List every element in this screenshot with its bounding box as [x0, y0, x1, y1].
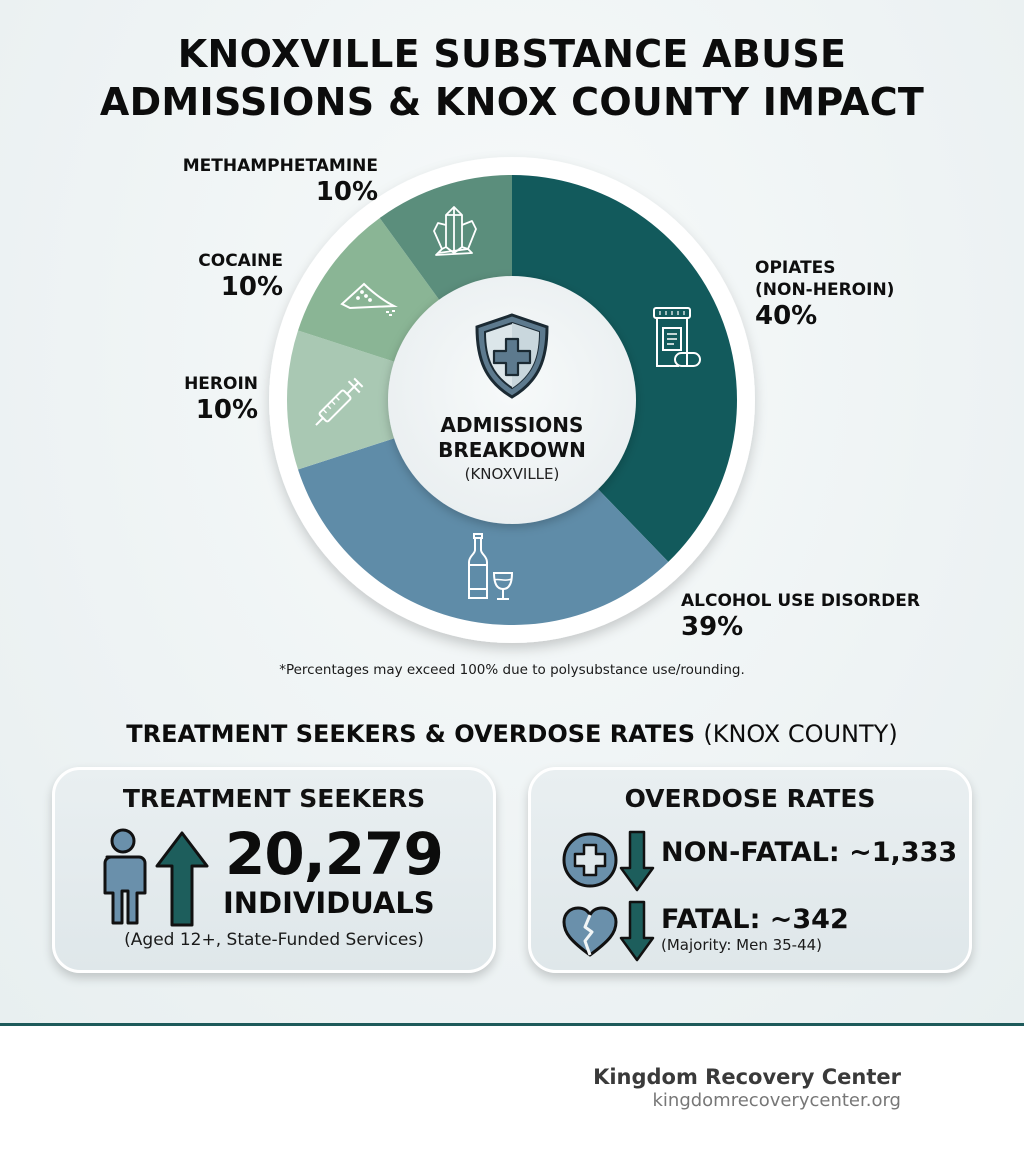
donut-svg: [269, 157, 755, 643]
section-heading-bold: TREATMENT SEEKERS & OVERDOSE RATES: [126, 720, 695, 748]
title-line-2: ADMISSIONS & KNOX COUNTY IMPACT: [99, 80, 925, 124]
pill-bottle-icon: [653, 307, 701, 367]
section-heading: TREATMENT SEEKERS & OVERDOSE RATES (KNOX…: [0, 718, 1024, 750]
overdose-card-title: OVERDOSE RATES: [624, 784, 876, 813]
donut-center-label: ADMISSIONS BREAKDOWN (KNOXVILLE): [412, 413, 612, 484]
donut-segment-heroin: [287, 330, 408, 470]
wine-bottle-glass-icon: [468, 533, 514, 600]
label-opiates: OPIATES (NON-HEROIN) 40%: [755, 258, 895, 331]
label-cocaine: COCAINE 10%: [198, 251, 283, 302]
section-heading-light: (KNOX COUNTY): [703, 720, 898, 748]
treatment-card-caption: (Aged 12+, State-Funded Services): [124, 930, 424, 950]
footer-divider: [0, 1023, 1024, 1026]
label-methamphetamine: METHAMPHETAMINE 10%: [182, 156, 378, 207]
fatal-overdose-note: (Majority: Men 35-44): [661, 936, 823, 954]
center-title-line-1: ADMISSIONS: [440, 413, 584, 437]
non-fatal-overdose-count: NON-FATAL: ~1,333: [661, 837, 958, 868]
arrow-down-icon: [619, 830, 655, 892]
admissions-donut-chart: ADMISSIONS BREAKDOWN (KNOXVILLE): [262, 153, 762, 653]
chart-footnote: *Percentages may exceed 100% due to poly…: [279, 662, 745, 678]
powder-pile-icon: [340, 282, 398, 316]
medical-cross-circle-icon: [562, 832, 618, 888]
brand-url[interactable]: kingdomrecoverycenter.org: [652, 1090, 901, 1111]
overdose-rates-card: OVERDOSE RATES NON-FATAL: ~1,333 FATAL: …: [528, 767, 972, 973]
title-line-1: KNOXVILLE SUBSTANCE ABUSE: [177, 32, 847, 76]
fatal-overdose-count: FATAL: ~342: [661, 904, 849, 935]
donut-center-hole: [388, 276, 636, 524]
brand-name: Kingdom Recovery Center: [593, 1065, 901, 1089]
page-title: KNOXVILLE SUBSTANCE ABUSE ADMISSIONS & K…: [0, 30, 1024, 126]
center-subtitle: (KNOXVILLE): [464, 465, 560, 483]
treatment-seekers-count: 20,279: [225, 820, 444, 888]
shield-plus-icon: [475, 313, 549, 399]
treatment-seekers-unit: INDIVIDUALS: [223, 886, 435, 920]
broken-heart-icon: [562, 906, 618, 957]
center-title-line-2: BREAKDOWN: [438, 438, 586, 462]
arrow-down-icon: [619, 900, 655, 962]
treatment-seekers-card: TREATMENT SEEKERS 20,279 INDIVIDUALS (Ag…: [52, 767, 496, 973]
crystal-icon: [433, 206, 477, 256]
person-icon: [103, 828, 147, 925]
treatment-card-title: TREATMENT SEEKERS: [122, 784, 426, 813]
label-heroin: HEROIN 10%: [184, 374, 258, 425]
donut-segment-alcohol-use-disorder: [298, 433, 669, 625]
syringe-icon: [315, 377, 364, 426]
label-alcohol: ALCOHOL USE DISORDER 39%: [681, 591, 920, 642]
arrow-up-icon: [155, 831, 209, 927]
